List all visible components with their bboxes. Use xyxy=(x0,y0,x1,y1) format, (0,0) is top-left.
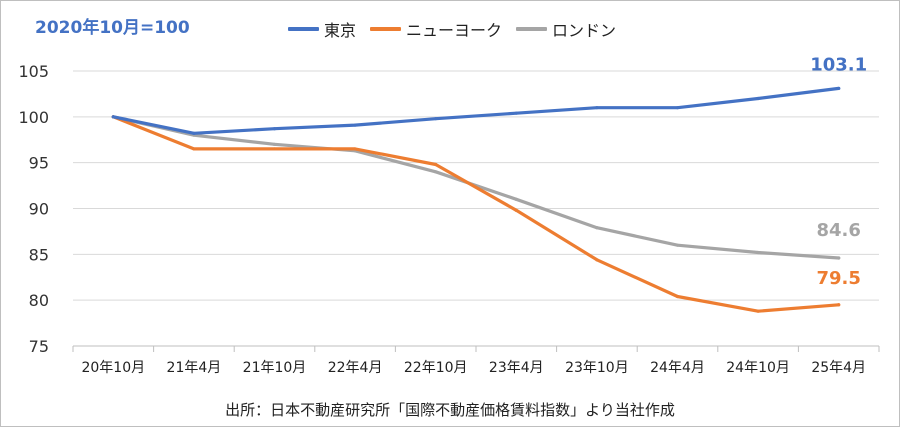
legend-swatch-tokyo xyxy=(288,27,319,31)
data-label-tokyo: 103.1 xyxy=(810,54,867,75)
base-note: 2020年10月=100 xyxy=(35,18,190,38)
data-point-london xyxy=(675,243,680,247)
legend-item-new-york: ニューヨーク xyxy=(370,17,502,41)
legend-label-new-york: ニューヨーク xyxy=(406,21,503,40)
x-tick-label: 21年10月 xyxy=(243,360,307,376)
data-point-new-york xyxy=(434,162,438,167)
series-line-london xyxy=(111,115,841,260)
data-point-tokyo xyxy=(514,111,518,115)
x-tick-label: 23年4月 xyxy=(489,360,544,376)
legend-swatch-london xyxy=(516,27,548,31)
y-tick-label: 75 xyxy=(29,337,49,356)
data-point-new-york xyxy=(675,294,680,299)
data-label-new-york: 79.5 xyxy=(816,268,860,289)
data-point-new-york xyxy=(353,147,357,151)
legend: 東京 ニューヨーク ロンドン xyxy=(288,18,630,40)
x-tick-label: 23年10月 xyxy=(565,360,629,376)
x-tick-label: 22年10月 xyxy=(404,360,468,376)
data-point-new-york xyxy=(514,208,518,212)
x-tick-label: 20年10月 xyxy=(81,360,145,376)
data-point-tokyo xyxy=(837,86,841,91)
legend-label-tokyo: 東京 xyxy=(324,21,357,40)
y-tick-label: 80 xyxy=(29,291,49,310)
y-tick-label: 85 xyxy=(29,245,49,264)
x-tick-label: 25年4月 xyxy=(811,360,866,376)
data-point-new-york xyxy=(756,309,760,313)
data-point-tokyo xyxy=(272,127,277,131)
data-point-new-york xyxy=(272,147,277,151)
legend-item-tokyo: 東京 xyxy=(288,17,356,41)
data-point-tokyo xyxy=(675,106,680,110)
series-line-new-york xyxy=(111,115,841,313)
x-tick-label: 24年4月 xyxy=(650,360,705,376)
data-point-london xyxy=(272,142,277,146)
data-point-tokyo xyxy=(353,123,357,127)
data-point-tokyo xyxy=(756,96,760,101)
y-tick-label: 105 xyxy=(18,62,49,81)
data-point-tokyo xyxy=(192,131,196,135)
y-tick-label: 100 xyxy=(18,108,49,127)
legend-label-london: ロンドン xyxy=(552,21,617,40)
series-line-tokyo xyxy=(111,86,841,135)
data-point-new-york xyxy=(595,258,599,262)
data-point-tokyo xyxy=(595,106,599,110)
x-tick-label: 24年10月 xyxy=(726,360,790,376)
legend-swatch-new-york xyxy=(370,27,402,31)
data-point-london xyxy=(514,197,518,201)
data-point-london xyxy=(837,256,841,260)
y-tick-label: 90 xyxy=(29,200,49,219)
data-point-london xyxy=(756,250,760,255)
data-point-london xyxy=(595,226,599,230)
data-point-london xyxy=(434,170,438,174)
data-point-tokyo xyxy=(434,117,438,121)
x-tick-label: 21年4月 xyxy=(167,360,222,376)
legend-item-london: ロンドン xyxy=(516,17,616,41)
data-point-new-york xyxy=(192,147,196,151)
x-tick-label: 22年4月 xyxy=(328,360,383,376)
source-note: 出所：日本不動産研究所「国際不動産価格賃料指数」より当社作成 xyxy=(225,401,675,419)
data-point-tokyo xyxy=(111,115,115,119)
y-tick-label: 95 xyxy=(29,154,49,173)
data-label-london: 84.6 xyxy=(816,220,860,241)
data-point-new-york xyxy=(837,303,841,307)
